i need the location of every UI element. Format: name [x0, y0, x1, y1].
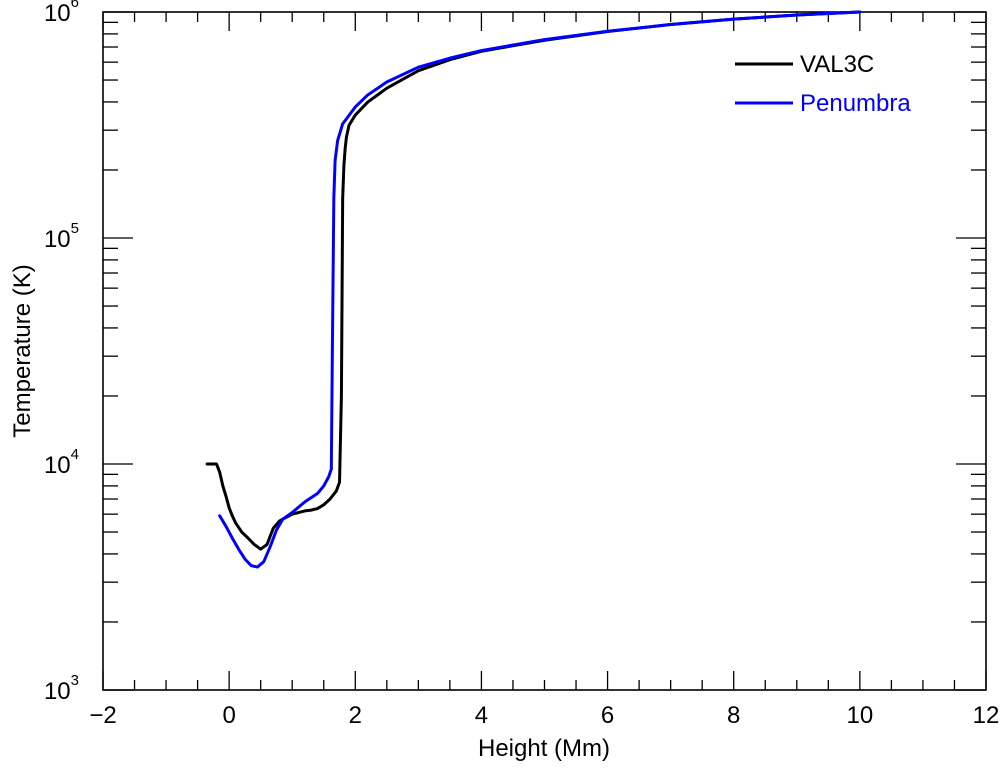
- x-tick-label: −2: [89, 702, 116, 729]
- series-group: [205, 10, 862, 569]
- x-axis-title: Height (Mm): [478, 735, 610, 762]
- x-tick-label: 10: [847, 702, 874, 729]
- series-line-val3c: [205, 10, 862, 551]
- y-tick-label: 103: [44, 672, 79, 705]
- y-tick-exponent: 5: [71, 220, 79, 237]
- y-tick-exponent: 3: [71, 672, 79, 689]
- axis-ticks: [102, 11, 987, 691]
- legend-label: VAL3C: [800, 51, 874, 78]
- x-tick-label: 6: [601, 702, 614, 729]
- y-tick-exponent: 6: [71, 0, 79, 11]
- y-tick-label: 106: [44, 0, 79, 27]
- legend-label: Penumbra: [800, 90, 911, 117]
- x-tick-label: 2: [349, 702, 362, 729]
- series-line-penumbra: [218, 10, 862, 569]
- x-tick-label: 12: [973, 702, 1000, 729]
- x-tick-label: 4: [475, 702, 488, 729]
- y-tick-label: 105: [44, 220, 79, 253]
- x-tick-label: 0: [222, 702, 235, 729]
- x-tick-label: 8: [727, 702, 740, 729]
- legend: VAL3C Penumbra: [735, 51, 911, 117]
- y-axis-title: Temperature (K): [9, 264, 36, 437]
- y-tick-exponent: 4: [71, 446, 79, 463]
- y-tick-label: 104: [44, 446, 79, 479]
